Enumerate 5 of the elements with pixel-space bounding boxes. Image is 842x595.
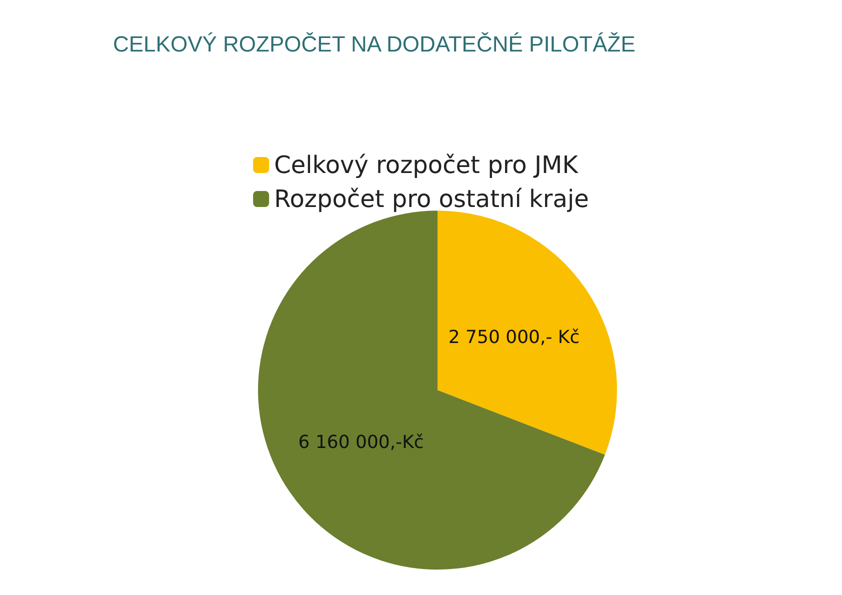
data-label: 2 750 000,- Kč: [448, 327, 580, 348]
chart-title: CELKOVÝ ROZPOČET NA DODATEČNÉ PILOTÁŽE: [113, 32, 636, 56]
legend-label: Celkový rozpočet pro JMK: [274, 151, 580, 179]
legend-label: Rozpočet pro ostatní kraje: [274, 185, 589, 213]
data-label: 6 160 000,-Kč: [298, 432, 424, 454]
